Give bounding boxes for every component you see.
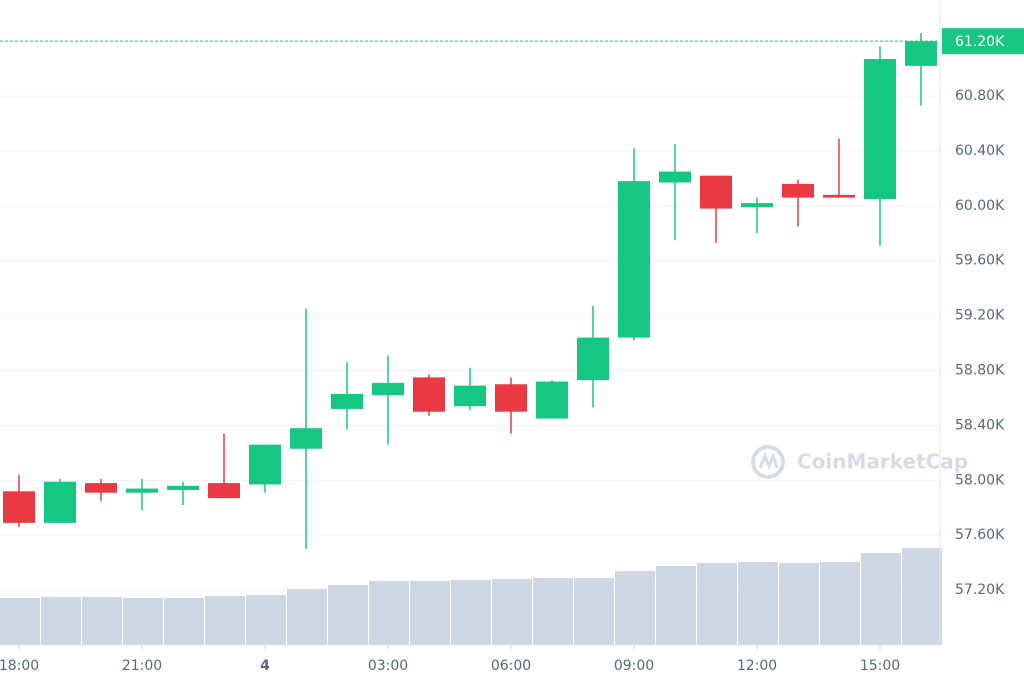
candle-body bbox=[536, 381, 568, 419]
candle-body bbox=[126, 488, 158, 493]
y-tick-label: 59.20K bbox=[955, 308, 1005, 324]
volume-bar bbox=[697, 563, 737, 645]
candle-body bbox=[905, 41, 937, 66]
x-tick-label: 15:00 bbox=[860, 658, 900, 674]
candle-body bbox=[741, 203, 773, 208]
volume-bar bbox=[656, 566, 696, 645]
y-tick-label: 59.60K bbox=[955, 253, 1005, 269]
candle-body bbox=[700, 175, 732, 209]
candle-body bbox=[208, 483, 240, 499]
x-tick-label: 06:00 bbox=[491, 658, 531, 674]
y-tick-label: 58.00K bbox=[955, 472, 1005, 488]
volume-bar bbox=[82, 597, 122, 645]
watermark-logo bbox=[758, 451, 779, 471]
candle-body bbox=[782, 183, 814, 198]
volume-bar bbox=[246, 595, 286, 645]
y-tick-label: 57.20K bbox=[955, 582, 1005, 598]
volume-bar bbox=[205, 596, 245, 645]
volume-bar bbox=[0, 598, 40, 645]
candle-body bbox=[454, 385, 486, 407]
candle-body bbox=[659, 171, 691, 183]
candle-body bbox=[618, 181, 650, 338]
last-price-label: 61.20K bbox=[955, 34, 1005, 50]
candle-body bbox=[3, 491, 35, 523]
candle-body bbox=[495, 384, 527, 412]
watermark-logo bbox=[751, 445, 785, 479]
volume-bar bbox=[574, 578, 614, 645]
volume-bar bbox=[779, 563, 819, 645]
candle-body bbox=[85, 483, 117, 493]
x-tick-label: 21:00 bbox=[122, 658, 162, 674]
volume-bar bbox=[451, 580, 491, 645]
x-tick-label: 12:00 bbox=[737, 658, 777, 674]
y-tick-label: 58.40K bbox=[955, 417, 1005, 433]
candle-body bbox=[167, 485, 199, 490]
volume-bar bbox=[369, 581, 409, 645]
candle-body bbox=[577, 337, 609, 381]
last-price-box bbox=[942, 28, 1024, 55]
volume-bar bbox=[410, 581, 450, 645]
volume-bar bbox=[738, 562, 778, 645]
x-tick-label: 03:00 bbox=[368, 658, 408, 674]
x-tick-label: 4 bbox=[260, 658, 270, 674]
y-tick-label: 60.00K bbox=[955, 198, 1005, 214]
volume-bar bbox=[41, 597, 81, 645]
volume-bar bbox=[328, 585, 368, 645]
y-tick-label: 60.40K bbox=[955, 143, 1005, 159]
watermark-text: CoinMarketCap bbox=[797, 450, 968, 474]
y-tick-label: 58.80K bbox=[955, 363, 1005, 379]
x-tick-label: 09:00 bbox=[614, 658, 654, 674]
candle-body bbox=[331, 393, 363, 409]
y-tick-label: 57.60K bbox=[955, 527, 1005, 543]
candle-body bbox=[290, 428, 322, 449]
y-tick-label: 60.80K bbox=[955, 88, 1005, 104]
x-tick-label: 18:00 bbox=[0, 658, 39, 674]
volume-bar bbox=[861, 553, 901, 645]
volume-bar bbox=[533, 578, 573, 645]
candle-body bbox=[864, 59, 896, 199]
volume-bar bbox=[492, 579, 532, 645]
watermark: CoinMarketCap bbox=[751, 445, 968, 479]
candle-body bbox=[44, 481, 76, 523]
volume-bar bbox=[820, 562, 860, 645]
candle-body bbox=[372, 382, 404, 396]
volume-bar bbox=[287, 589, 327, 645]
volume-bar bbox=[123, 598, 163, 645]
candle-body bbox=[249, 444, 281, 485]
volume-bar bbox=[164, 598, 204, 645]
candle-body bbox=[413, 377, 445, 412]
candle-body bbox=[823, 194, 855, 198]
volume-bar bbox=[902, 548, 942, 645]
volume-bar bbox=[615, 571, 655, 645]
